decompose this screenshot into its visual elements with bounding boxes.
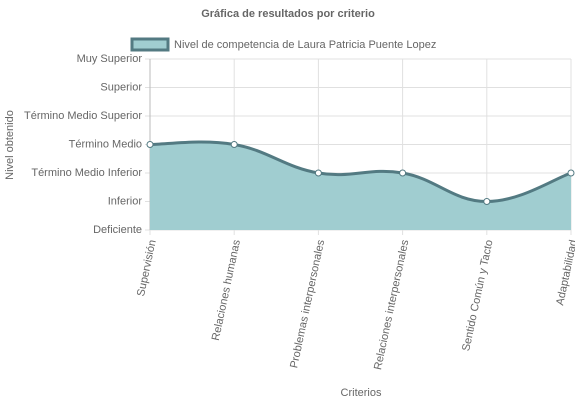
- y-tick-label: Término Medio Inferior: [31, 167, 142, 179]
- point: [399, 169, 407, 177]
- point: [230, 141, 238, 148]
- x-tick-label: Problemas interpersonales: [288, 238, 327, 369]
- x-tick-label: Sentido Común y Tacto: [460, 239, 495, 353]
- y-tick-label: Inferior: [108, 195, 143, 207]
- point: [146, 141, 154, 148]
- x-tick-label: Relaciones humanas: [210, 238, 243, 341]
- point: [314, 169, 322, 177]
- x-tick-label: Relaciones interpersonales: [372, 238, 411, 371]
- legend-label: Nivel de competencia de Laura Patricia P…: [174, 39, 436, 51]
- area-fill: [150, 141, 571, 230]
- y-tick-label: Superior: [100, 81, 142, 93]
- y-axis-title: Nivel obtenido: [4, 110, 16, 180]
- point: [567, 169, 575, 177]
- point: [483, 198, 491, 205]
- area-line: [149, 140, 572, 204]
- legend-swatch: [130, 37, 170, 52]
- x-axis-title: Criterios: [341, 387, 382, 399]
- y-tick-label: Deficiente: [93, 224, 142, 236]
- y-tick-label: Término Medio: [69, 138, 142, 150]
- x-tick-label: Supervisión: [135, 239, 159, 298]
- chart-title: Gráfica de resultados por criterio: [201, 8, 375, 20]
- y-tick-label: Muy Superior: [77, 53, 143, 65]
- y-tick-label: Término Medio Superior: [24, 110, 142, 122]
- x-tick-label: Adaptabilidad: [554, 239, 575, 307]
